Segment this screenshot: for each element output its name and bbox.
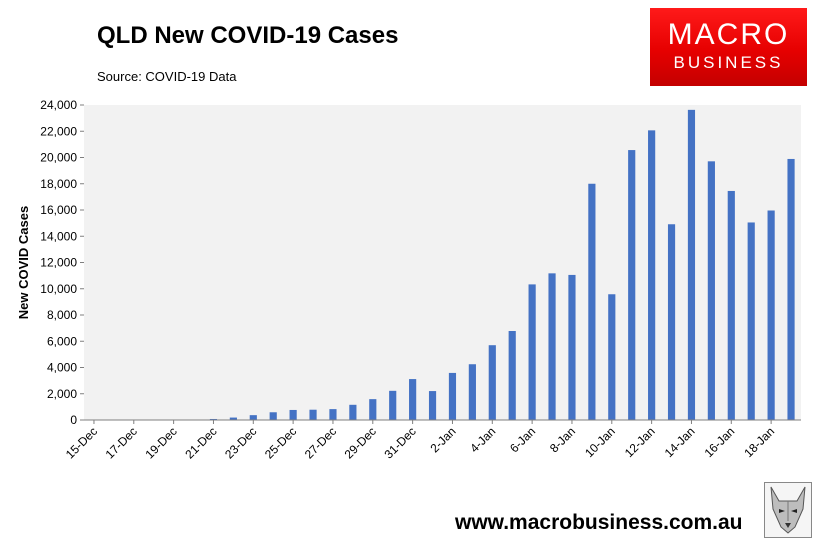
x-tick-label: 2-Jan xyxy=(427,424,458,455)
x-tick-label: 15-Dec xyxy=(63,424,100,461)
y-tick-label: 16,000 xyxy=(40,203,77,217)
bar xyxy=(528,284,536,420)
y-tick-label: 10,000 xyxy=(40,282,77,296)
bar xyxy=(787,158,795,420)
bar xyxy=(707,161,715,420)
bar xyxy=(628,150,636,421)
x-tick-label: 4-Jan xyxy=(467,424,498,455)
x-tick-label: 14-Jan xyxy=(662,424,698,460)
x-tick-label: 10-Jan xyxy=(582,424,618,460)
logo-line-2: BUSINESS xyxy=(673,53,784,72)
x-tick-label: 16-Jan xyxy=(702,424,738,460)
bar xyxy=(309,409,317,420)
bar xyxy=(548,273,556,420)
x-tick-label: 6-Jan xyxy=(507,424,538,455)
bar xyxy=(727,190,735,420)
y-tick-label: 6,000 xyxy=(47,334,77,348)
y-axis-title: New COVID Cases xyxy=(16,206,31,319)
y-tick-label: 20,000 xyxy=(40,151,77,165)
y-tick-label: 24,000 xyxy=(40,98,77,112)
bar xyxy=(329,409,337,420)
y-tick-label: 2,000 xyxy=(47,387,77,401)
bar xyxy=(428,391,437,420)
bar xyxy=(229,417,237,420)
bar xyxy=(767,210,775,420)
bar xyxy=(409,379,417,420)
y-tick-label: 18,000 xyxy=(40,177,77,191)
x-tick-label: 27-Dec xyxy=(302,424,339,461)
bar xyxy=(389,390,397,420)
x-tick-label: 17-Dec xyxy=(103,424,140,461)
bar xyxy=(448,372,457,420)
bar xyxy=(747,222,755,420)
x-tick-label: 18-Jan xyxy=(741,424,777,460)
website-url: www.macrobusiness.com.au xyxy=(455,511,743,534)
bar xyxy=(508,330,516,420)
logo-line-1: MACRO xyxy=(667,18,790,51)
x-tick-label: 19-Dec xyxy=(142,424,179,461)
x-tick-label: 25-Dec xyxy=(262,424,299,461)
x-tick-label: 31-Dec xyxy=(381,424,418,461)
x-tick-label: 21-Dec xyxy=(182,424,219,461)
bar xyxy=(369,399,377,420)
bar xyxy=(349,404,357,420)
bar xyxy=(289,409,297,420)
macrobusiness-logo: MACRO BUSINESS xyxy=(650,8,807,86)
y-tick-label: 14,000 xyxy=(40,229,77,243)
y-tick-label: 4,000 xyxy=(47,361,77,375)
y-tick-label: 0 xyxy=(70,413,77,427)
bar xyxy=(687,109,696,420)
y-tick-label: 12,000 xyxy=(40,256,77,270)
bar xyxy=(568,274,576,420)
wolf-logo-icon xyxy=(764,482,812,538)
x-tick-label: 23-Dec xyxy=(222,424,259,461)
bar xyxy=(588,183,596,420)
bar xyxy=(468,364,476,420)
bar xyxy=(648,130,656,421)
bar xyxy=(488,345,496,420)
bar xyxy=(608,294,616,420)
bar xyxy=(249,415,257,420)
x-tick-label: 12-Jan xyxy=(622,424,658,460)
y-tick-label: 22,000 xyxy=(40,124,77,138)
bar xyxy=(269,412,277,420)
chart-title: QLD New COVID-19 Cases xyxy=(97,22,399,49)
chart-source: Source: COVID-19 Data xyxy=(97,69,237,84)
bar xyxy=(209,418,218,420)
x-tick-label: 29-Dec xyxy=(342,424,379,461)
y-tick-label: 8,000 xyxy=(47,308,77,322)
bar xyxy=(667,224,676,420)
x-tick-label: 8-Jan xyxy=(547,424,578,455)
plot-area xyxy=(84,105,801,420)
